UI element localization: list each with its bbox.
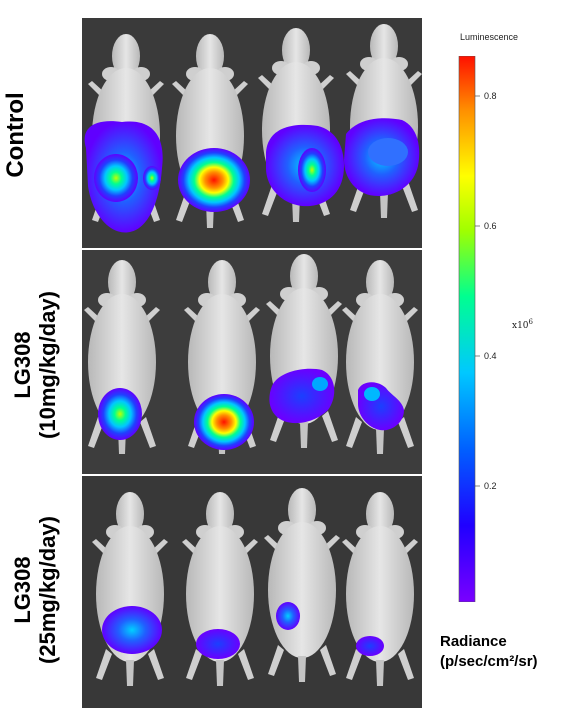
mouse-lg308-25-4 <box>342 492 418 686</box>
mouse-lg308-10-3 <box>266 254 342 448</box>
mouse-control-4 <box>344 24 422 218</box>
units-line2: (p/sec/cm²/sr) <box>440 652 538 670</box>
scale-tick-label: 0.8 <box>484 91 497 101</box>
group-label-control: Control <box>2 75 42 195</box>
scale-tick-label: 0.4 <box>484 351 497 361</box>
group-label-line2: (25mg/kg/day) <box>35 516 61 664</box>
group-label-line1: LG308 <box>10 556 35 624</box>
legend-title: Luminescence <box>460 32 519 42</box>
mouse-control-3 <box>258 28 344 222</box>
imaging-panels <box>82 18 422 708</box>
mouse-lg308-10-1 <box>84 260 160 454</box>
mouse-lg308-10-4 <box>342 260 418 454</box>
mouse-control-2 <box>172 34 250 228</box>
mouse-lg308-10-2 <box>184 260 260 454</box>
group-label-lg308-10: LG308 (10mg/kg/day) <box>10 270 70 460</box>
mouse-lg308-25-3 <box>264 488 340 682</box>
mouse-lg308-25-2 <box>182 492 258 686</box>
group-label-line1: Control <box>2 92 29 178</box>
scale-tick-label: 0.2 <box>484 481 497 491</box>
scale-exponent: x106 <box>512 318 533 331</box>
radiance-units: Radiance (p/sec/cm²/sr) <box>440 632 538 671</box>
units-line1: Radiance <box>440 633 507 650</box>
color-scale-bar <box>458 56 480 602</box>
scale-tick-label: 0.6 <box>484 221 497 231</box>
group-label-line2: (10mg/kg/day) <box>35 291 61 439</box>
group-label-lg308-25: LG308 (25mg/kg/day) <box>10 495 70 685</box>
mouse-lg308-25-1 <box>92 492 168 686</box>
group-label-line1: LG308 <box>10 331 35 399</box>
mouse-control-1 <box>84 34 164 233</box>
